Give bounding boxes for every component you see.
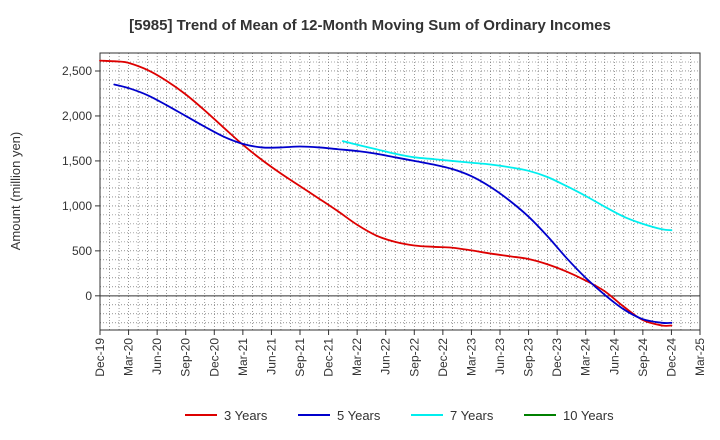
grid	[100, 53, 700, 330]
series-line-7-years	[341, 140, 673, 232]
x-tick-label: Dec-23	[550, 338, 564, 377]
series-line-5-years	[113, 83, 673, 324]
y-axis-label: Amount (million yen)	[8, 132, 23, 251]
x-tick-label: Sep-21	[293, 338, 307, 377]
x-axis: Dec-19 Mar-20 Jun-20 Sep-20 Dec-20 Mar-21 Jun-…	[93, 330, 707, 377]
chart-title: [5985] Trend of Mean of 12-Month Moving …	[129, 17, 611, 34]
x-tick-label: Jun-23	[493, 338, 507, 375]
x-tick-label: Dec-21	[322, 338, 336, 377]
x-tick-label: Mar-23	[464, 338, 478, 376]
x-tick-label: Dec-19	[93, 338, 107, 377]
x-tick-label: Sep-22	[407, 338, 421, 377]
legend-label: 3 Years	[224, 408, 268, 423]
series-group	[99, 59, 673, 327]
x-tick-label: Dec-24	[664, 338, 678, 377]
x-tick-label: Mar-25	[693, 338, 707, 376]
y-tick-label: 2,000	[62, 109, 92, 123]
legend: 3 Years 5 Years 7 Years 10 Years	[185, 408, 614, 423]
y-tick-label: 500	[72, 244, 92, 258]
x-tick-label: Sep-23	[522, 338, 536, 377]
y-tick-label: 1,000	[62, 199, 92, 213]
x-tick-label: Sep-20	[179, 338, 193, 377]
x-tick-label: Sep-24	[636, 338, 650, 377]
y-axis: 0 500 1,000 1,500 2,000 2,500	[62, 64, 100, 303]
plot-frame	[99, 52, 701, 331]
x-tick-label: Jun-21	[264, 338, 278, 375]
y-tick-label: 1,500	[62, 154, 92, 168]
plot-area	[100, 53, 700, 330]
legend-label: 7 Years	[450, 408, 494, 423]
x-tick-label: Jun-22	[379, 338, 393, 375]
x-tick-label: Dec-20	[207, 338, 221, 377]
x-tick-label: Dec-22	[436, 338, 450, 377]
series-line-3-years	[99, 59, 673, 327]
x-tick-label: Mar-22	[350, 338, 364, 376]
y-tick-label: 2,500	[62, 64, 92, 78]
y-tick-label: 0	[85, 289, 92, 303]
x-tick-label: Mar-20	[122, 338, 136, 376]
legend-label: 5 Years	[337, 408, 381, 423]
x-tick-label: Jun-24	[607, 338, 621, 375]
x-tick-label: Mar-21	[236, 338, 250, 376]
legend-label: 10 Years	[563, 408, 614, 423]
x-tick-label: Jun-20	[150, 338, 164, 375]
x-tick-label: Mar-24	[579, 338, 593, 376]
